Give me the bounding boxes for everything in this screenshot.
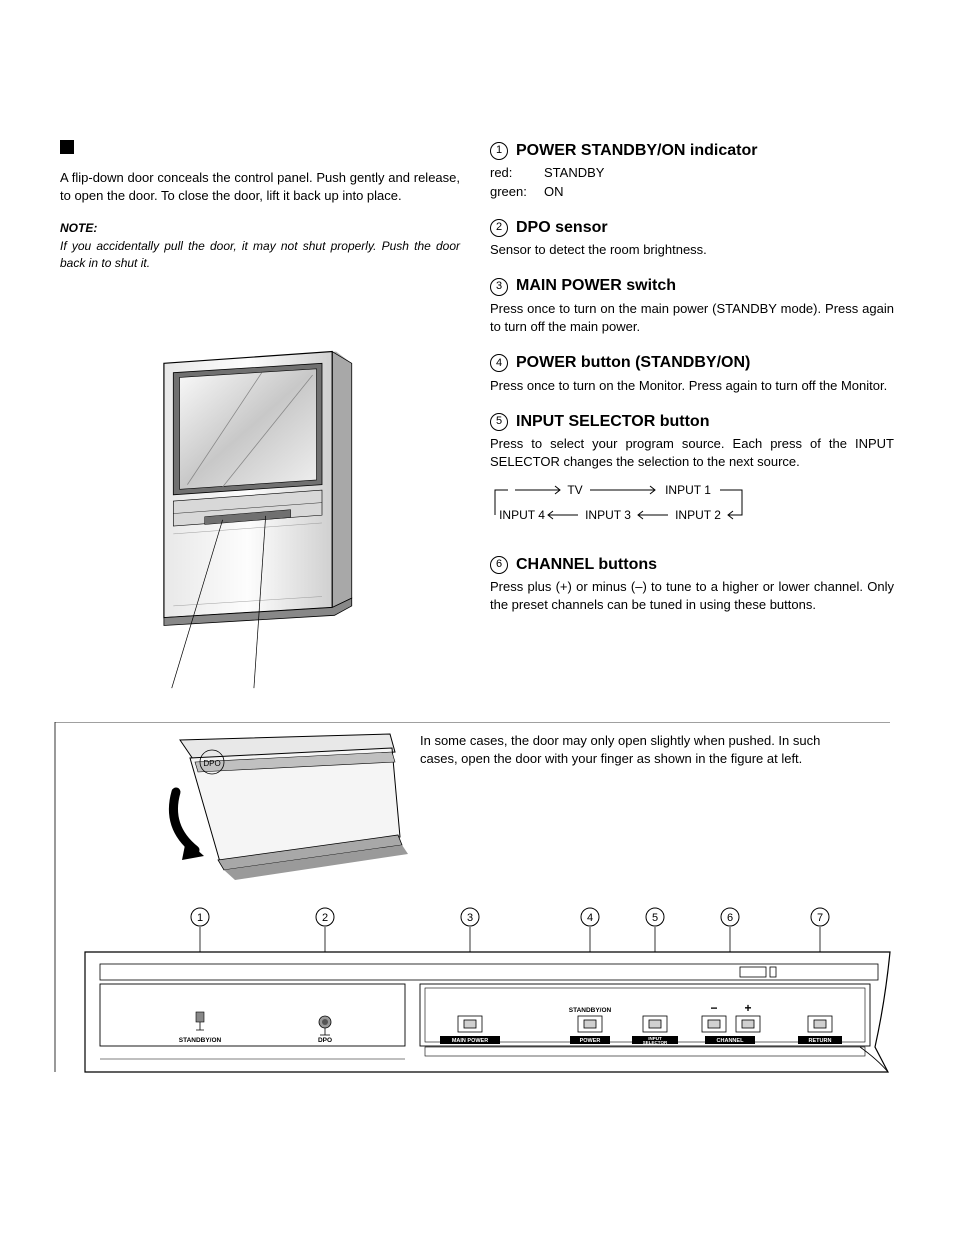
- input-flow-diagram: TV INPUT 1 INPUT 2 INPUT 3 INPUT 4: [490, 477, 894, 537]
- svg-text:INPUT 2: INPUT 2: [675, 508, 721, 522]
- svg-text:TV: TV: [567, 483, 582, 497]
- circled-4: 4: [490, 354, 508, 372]
- svg-text:+: +: [744, 1001, 751, 1015]
- svg-text:3: 3: [467, 912, 473, 924]
- section-marker: [60, 140, 74, 154]
- panel-diagram: DPO In some cases, the door may only ope…: [40, 712, 900, 1147]
- section-3: 3 MAIN POWER switch Press once to turn o…: [490, 275, 894, 336]
- section-4: 4 POWER button (STANDBY/ON) Press once t…: [490, 352, 894, 395]
- tv-illustration: [60, 332, 460, 692]
- circled-5: 5: [490, 413, 508, 431]
- section-4-title: POWER button (STANDBY/ON): [516, 352, 750, 374]
- svg-text:−: −: [710, 1001, 717, 1015]
- section-2: 2 DPO sensor Sensor to detect the room b…: [490, 217, 894, 260]
- svg-text:INPUT 4: INPUT 4: [499, 508, 545, 522]
- section-1-title: POWER STANDBY/ON indicator: [516, 140, 758, 162]
- section-1: 1 POWER STANDBY/ON indicator red:STANDBY…: [490, 140, 894, 201]
- svg-text:CHANNEL: CHANNEL: [717, 1038, 745, 1044]
- svg-text:STANDBY/ON: STANDBY/ON: [179, 1037, 222, 1044]
- svg-text:STANDBY/ON: STANDBY/ON: [569, 1007, 612, 1014]
- svg-text:6: 6: [727, 912, 733, 924]
- circled-2: 2: [490, 219, 508, 237]
- section-3-title: MAIN POWER switch: [516, 275, 676, 297]
- svg-text:1: 1: [197, 912, 203, 924]
- svg-text:INPUT 3: INPUT 3: [585, 508, 631, 522]
- svg-text:SELECTOR: SELECTOR: [643, 1040, 668, 1045]
- note-text: If you accidentally pull the door, it ma…: [60, 238, 460, 272]
- circled-6: 6: [490, 556, 508, 574]
- circled-1: 1: [490, 142, 508, 160]
- section-6: 6 CHANNEL buttons Press plus (+) or minu…: [490, 554, 894, 615]
- svg-text:5: 5: [652, 912, 658, 924]
- svg-text:DPO: DPO: [203, 759, 220, 768]
- svg-text:7: 7: [817, 912, 823, 924]
- note-label: NOTE:: [60, 220, 460, 237]
- svg-text:POWER: POWER: [580, 1038, 601, 1044]
- section-2-title: DPO sensor: [516, 217, 608, 239]
- section-6-title: CHANNEL buttons: [516, 554, 657, 576]
- svg-text:4: 4: [587, 912, 593, 924]
- svg-text:RETURN: RETURN: [809, 1038, 832, 1044]
- intro-text: A flip-down door conceals the control pa…: [60, 169, 460, 205]
- svg-text:INPUT 1: INPUT 1: [665, 483, 711, 497]
- section-5-title: INPUT SELECTOR button: [516, 411, 709, 433]
- svg-text:DPO: DPO: [318, 1037, 332, 1044]
- svg-text:MAIN POWER: MAIN POWER: [452, 1038, 488, 1044]
- svg-text:2: 2: [322, 912, 328, 924]
- section-5: 5 INPUT SELECTOR button Press to select …: [490, 411, 894, 538]
- circled-3: 3: [490, 278, 508, 296]
